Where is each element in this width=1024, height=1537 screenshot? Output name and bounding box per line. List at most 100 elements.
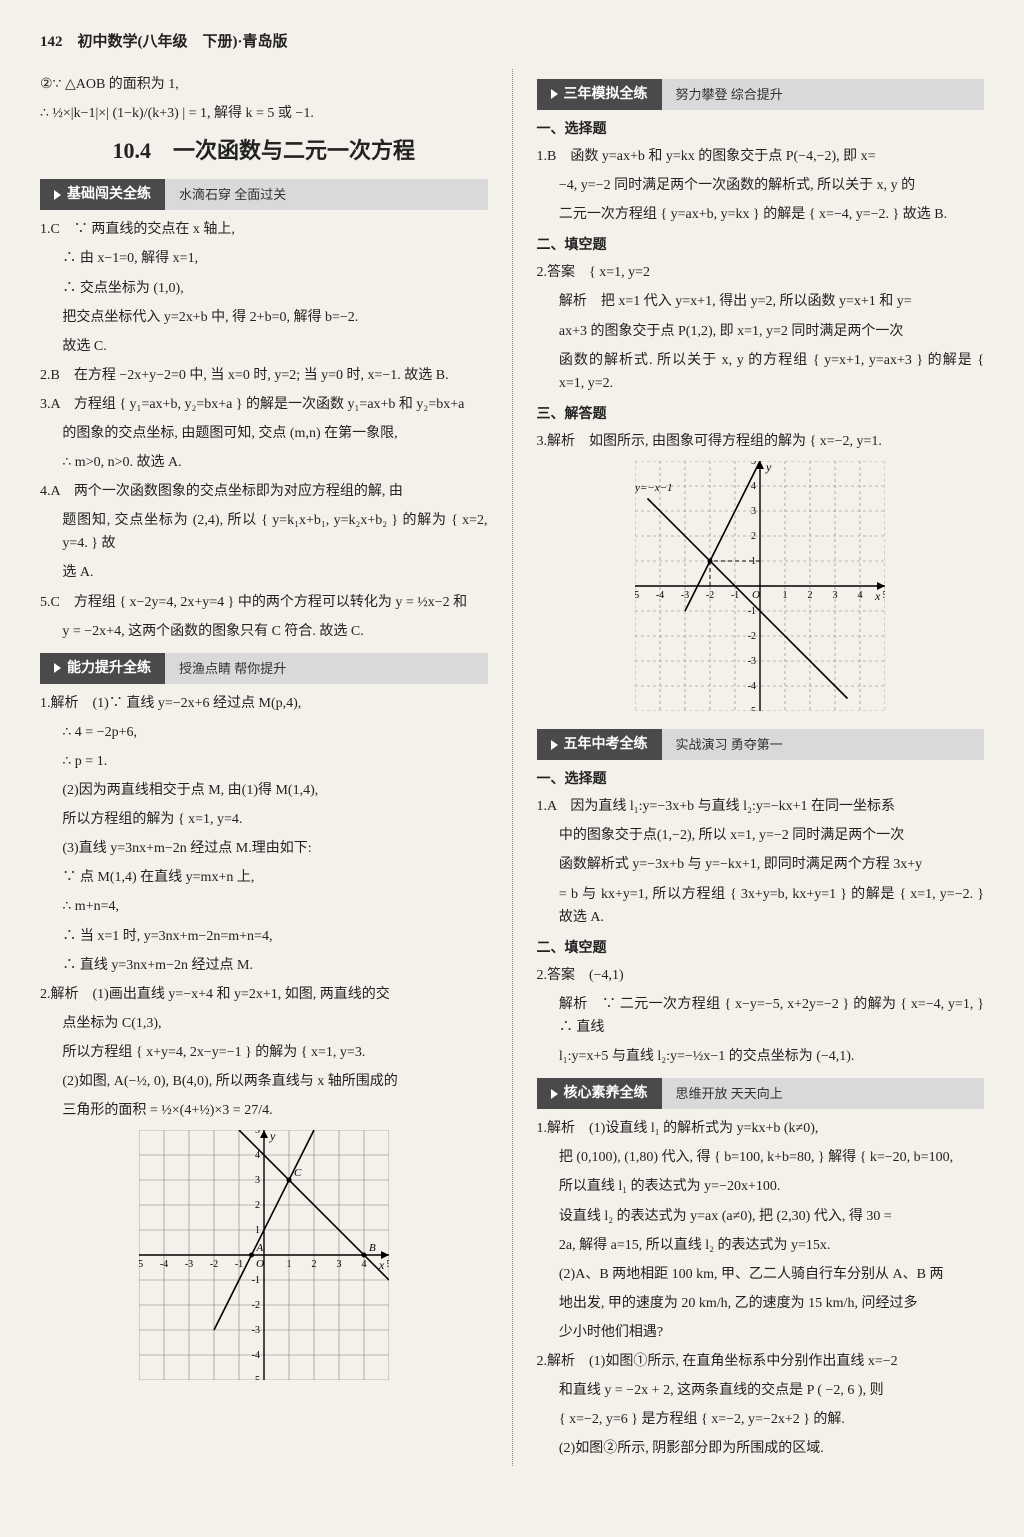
right-column: 三年模拟全练 努力攀登 综合提升 一、选择题 1.B 函数 y=ax+b 和 y… <box>537 69 985 1467</box>
svg-text:-5: -5 <box>635 590 639 601</box>
r5-c: l₁:y=x+5 与直线 l₂:y=−½x−1 的交点坐标为 (−4,1). <box>537 1045 985 1068</box>
band-core-tab: 核心素养全练 <box>537 1078 662 1109</box>
p1-d: (2)因为两直线相交于点 M, 由(1)得 M(1,4), <box>40 779 488 802</box>
svg-text:-5: -5 <box>251 1375 259 1380</box>
r6-h: 少小时他们相遇? <box>537 1321 985 1344</box>
svg-text:-4: -4 <box>656 590 664 601</box>
section-title: 10.4 一次函数与二元一次方程 <box>40 133 488 169</box>
r2-c: ax+3 的图象交于点 P(1,2), 即 x=1, y=2 同时满足两个一次 <box>537 320 985 343</box>
page-header: 142 初中数学(八年级 下册)·青岛版 <box>40 30 984 55</box>
q5-line-a: 5.C 方程组 { x−2y=4, 2x+y=4 } 中的两个方程可以转化为 y… <box>40 591 488 614</box>
svg-text:-2: -2 <box>748 631 756 642</box>
r6-a: 1.解析 (1)设直线 l₁ 的解析式为 y=kx+b (k≠0), <box>537 1117 985 1140</box>
band-ability-sub: 授渔点睛 帮你提升 <box>165 653 488 684</box>
r6-f: (2)A、B 两地相距 100 km, 甲、乙二人骑自行车分别从 A、B 两 <box>537 1263 985 1286</box>
svg-text:-4: -4 <box>160 1259 168 1270</box>
p1-a: 1.解析 (1)∵ 直线 y=−2x+6 经过点 M(p,4), <box>40 692 488 715</box>
q3-line-a: 3.A 方程组 { y₁=ax+b, y₂=bx+a } 的解是一次函数 y₁=… <box>40 393 488 416</box>
q1-line-d: 把交点坐标代入 y=2x+b 中, 得 2+b=0, 解得 b=−2. <box>40 306 488 329</box>
r2-d: 函数的解析式. 所以关于 x, y 的方程组 { y=x+1, y=ax+3 }… <box>537 349 985 395</box>
r6-b: 把 (0,100), (1,80) 代入, 得 { b=100, k+b=80,… <box>537 1146 985 1169</box>
svg-text:3: 3 <box>336 1259 341 1270</box>
svg-text:y: y <box>765 461 772 474</box>
p1-g: ∵ 点 M(1,4) 在直线 y=mx+n 上, <box>40 866 488 889</box>
r7-b: 和直线 y = −2x + 2, 这两条直线的交点是 P ( −2, 6 ), … <box>537 1379 985 1402</box>
svg-text:-1: -1 <box>235 1259 243 1270</box>
svg-text:5: 5 <box>883 590 886 601</box>
q4-line-a: 4.A 两个一次函数图象的交点坐标即为对应方程组的解, 由 <box>40 480 488 503</box>
q1-line-c: ∴ 交点坐标为 (1,0), <box>40 277 488 300</box>
p1-f: (3)直线 y=3nx+m−2n 经过点 M.理由如下: <box>40 837 488 860</box>
r6-c: 所以直线 l₁ 的表达式为 y=−20x+100. <box>537 1175 985 1198</box>
svg-text:5: 5 <box>751 461 756 467</box>
svg-text:-1: -1 <box>731 590 739 601</box>
svg-text:B: B <box>369 1242 376 1254</box>
r4-a: 1.A 因为直线 l₁:y=−3x+b 与直线 l₂:y=−kx+1 在同一坐标… <box>537 795 985 818</box>
graph-2: xy-5-4-3-2-112345-5-4-3-2-112345Oy=2x+5y… <box>635 461 885 711</box>
svg-text:-3: -3 <box>681 590 689 601</box>
svg-text:1: 1 <box>286 1259 291 1270</box>
r5-a: 2.答案 (−4,1) <box>537 964 985 987</box>
two-column-layout: ②∵ △AOB 的面积为 1, ∴ ½×|k−1|×| (1−k)/(k+3) … <box>40 69 984 1467</box>
r5-b: 解析 ∵ 二元一次方程组 { x−y=−5, x+2y=−2 } 的解为 { x… <box>537 993 985 1039</box>
r1-heading: 一、选择题 <box>537 118 985 141</box>
r7-d: (2)如图②所示, 阴影部分即为所围成的区域. <box>537 1437 985 1460</box>
svg-text:1: 1 <box>783 590 788 601</box>
q5-line-b: y = −2x+4, 这两个函数的图象只有 C 符合. 故选 C. <box>40 620 488 643</box>
r7-a: 2.解析 (1)如图①所示, 在直角坐标系中分别作出直线 x=−2 <box>537 1350 985 1373</box>
graph-1-container: xy-5-4-3-2-112345-5-4-3-2-112345OABC <box>40 1130 488 1388</box>
r4-d: = b 与 kx+y=1, 所以方程组 { 3x+y=b, kx+y=1 } 的… <box>537 883 985 929</box>
q3-line-b: 的图象的交点坐标, 由题图可知, 交点 (m,n) 在第一象限, <box>40 422 488 445</box>
band-3yr-tab: 三年模拟全练 <box>537 79 662 110</box>
r3-a: 3.解析 如图所示, 由图象可得方程组的解为 { x=−2, y=1. <box>537 430 985 453</box>
r4-heading: 一、选择题 <box>537 768 985 791</box>
p2-d: (2)如图, A(−½, 0), B(4,0), 所以两条直线与 x 轴所围成的 <box>40 1070 488 1093</box>
intro-line-2: ∴ ½×|k−1|×| (1−k)/(k+3) | = 1, 解得 k = 5 … <box>40 102 488 125</box>
svg-text:5: 5 <box>255 1130 260 1136</box>
svg-text:4: 4 <box>751 481 756 492</box>
svg-text:-3: -3 <box>251 1325 259 1336</box>
svg-text:2: 2 <box>311 1259 316 1270</box>
r7-c: { x=−2, y=6 } 是方程组 { x=−2, y=−2x+2 } 的解. <box>537 1408 985 1431</box>
p2-b: 点坐标为 C(1,3), <box>40 1012 488 1035</box>
r3-heading: 三、解答题 <box>537 403 985 426</box>
graph-2-container: xy-5-4-3-2-112345-5-4-3-2-112345Oy=2x+5y… <box>537 461 985 719</box>
q1-line-e: 故选 C. <box>40 335 488 358</box>
svg-text:O: O <box>256 1258 264 1270</box>
band-basic: 基础闯关全练 水滴石穿 全面过关 <box>40 179 488 210</box>
svg-text:y: y <box>269 1130 276 1143</box>
svg-text:-5: -5 <box>748 706 756 711</box>
r6-d: 设直线 l₂ 的表达式为 y=ax (a≠0), 把 (2,30) 代入, 得 … <box>537 1205 985 1228</box>
r1-a: 1.B 函数 y=ax+b 和 y=kx 的图象交于点 P(−4,−2), 即 … <box>537 145 985 168</box>
r6-g: 地出发, 甲的速度为 20 km/h, 乙的速度为 15 km/h, 问经过多 <box>537 1292 985 1315</box>
r6-e: 2a, 解得 a=15, 所以直线 l₂ 的表达式为 y=15x. <box>537 1234 985 1257</box>
left-column: ②∵ △AOB 的面积为 1, ∴ ½×|k−1|×| (1−k)/(k+3) … <box>40 69 488 1467</box>
column-divider <box>512 69 513 1467</box>
band-5yr-sub: 实战演习 勇夺第一 <box>662 729 985 760</box>
r1-c: 二元一次方程组 { y=ax+b, y=kx } 的解是 { x=−4, y=−… <box>537 203 985 226</box>
svg-text:2: 2 <box>751 531 756 542</box>
p1-b: ∴ 4 = −2p+6, <box>40 721 488 744</box>
band-3yr-sub: 努力攀登 综合提升 <box>662 79 985 110</box>
q2: 2.B 在方程 −2x+y−2=0 中, 当 x=0 时, y=2; 当 y=0… <box>40 364 488 387</box>
svg-text:3: 3 <box>751 506 756 517</box>
q4-line-b: 题图知, 交点坐标为 (2,4), 所以 { y=k₁x+b₁, y=k₂x+b… <box>40 509 488 555</box>
svg-text:-2: -2 <box>706 590 714 601</box>
svg-text:4: 4 <box>255 1150 260 1161</box>
intro-line-1: ②∵ △AOB 的面积为 1, <box>40 73 488 96</box>
r4-c: 函数解析式 y=−3x+b 与 y=−kx+1, 即同时满足两个方程 3x+y <box>537 853 985 876</box>
svg-text:2: 2 <box>255 1200 260 1211</box>
svg-text:-4: -4 <box>748 681 756 692</box>
svg-text:O: O <box>752 589 760 601</box>
svg-text:-1: -1 <box>748 606 756 617</box>
band-3yr: 三年模拟全练 努力攀登 综合提升 <box>537 79 985 110</box>
q1-line-b: ∴ 由 x−1=0, 解得 x=1, <box>40 247 488 270</box>
svg-text:-3: -3 <box>748 656 756 667</box>
p2-c: 所以方程组 { x+y=4, 2x−y=−1 } 的解为 { x=1, y=3. <box>40 1041 488 1064</box>
svg-text:5: 5 <box>386 1259 389 1270</box>
graph-1: xy-5-4-3-2-112345-5-4-3-2-112345OABC <box>139 1130 389 1380</box>
p2-e: 三角形的面积 = ½×(4+½)×3 = 27/4. <box>40 1099 488 1122</box>
p1-c: ∴ p = 1. <box>40 750 488 773</box>
p1-j: ∴ 直线 y=3nx+m−2n 经过点 M. <box>40 954 488 977</box>
svg-text:3: 3 <box>255 1175 260 1186</box>
